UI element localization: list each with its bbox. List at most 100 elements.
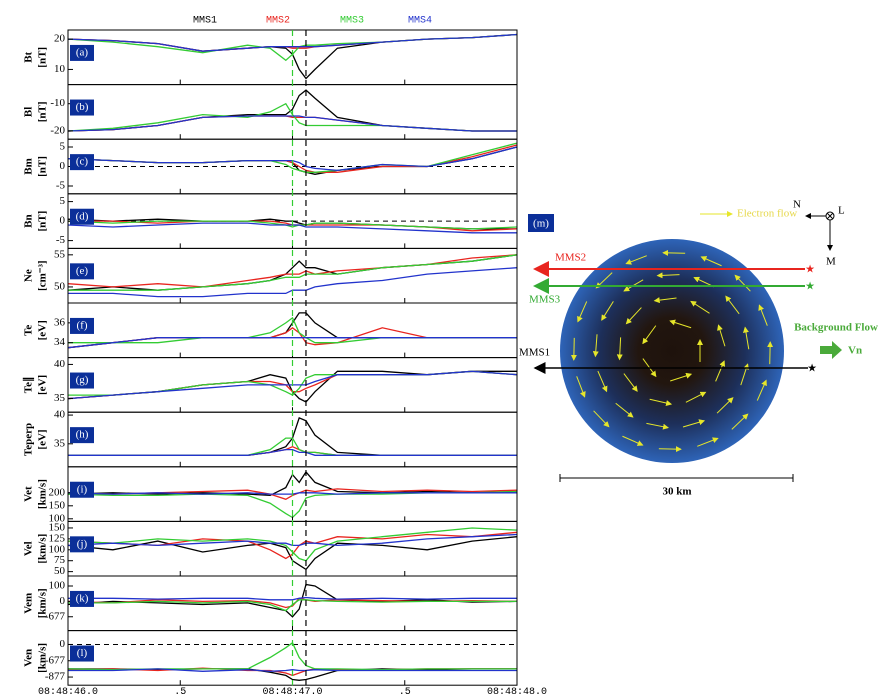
y-axis-label: [km/s] (37, 534, 49, 564)
series-line (67, 337, 517, 349)
panel-label-box (528, 214, 554, 232)
panel-label-box (70, 263, 94, 280)
panel-label-box (70, 645, 94, 662)
series-line (68, 254, 518, 291)
flow-arrow (690, 300, 710, 314)
flow-arrow (725, 295, 740, 315)
y-tick-label: -20 (50, 125, 65, 137)
x-tick-label: 08:48:46.0 (38, 687, 98, 696)
flow-arrow (592, 334, 599, 358)
y-axis-label: Ven (23, 649, 35, 667)
panel-label: (a) (76, 46, 89, 58)
panel-label: (h) (76, 429, 89, 441)
y-tick-label: 150 (49, 521, 66, 533)
panel-label-box (70, 481, 94, 498)
flow-arrow (742, 326, 750, 350)
flow-arrow (653, 297, 677, 304)
y-tick-label: 36 (54, 316, 66, 328)
axis-cross (826, 212, 834, 220)
electron-flow (570, 249, 774, 453)
flow-arrow (716, 397, 734, 414)
flow-arrow (669, 319, 692, 329)
series-line (67, 222, 517, 234)
flow-arrow (625, 307, 642, 325)
flow-arrow (697, 437, 719, 447)
y-tick-label: -5 (56, 234, 66, 246)
flow-arrow (734, 274, 751, 292)
panel-label: (d) (76, 210, 89, 222)
flow-arrow (642, 325, 657, 345)
flow-arrow (715, 360, 725, 382)
flow-arrow (670, 372, 693, 382)
vn: Vn (848, 345, 862, 357)
panel-label: (g) (76, 374, 89, 386)
track-label: MMS2 (555, 252, 586, 264)
star: ★ (805, 264, 815, 276)
y-tick-label: 40 (54, 409, 66, 421)
star: ★ (807, 363, 817, 375)
y-tick-label: 40 (54, 358, 66, 370)
flow-arrow (597, 370, 608, 393)
legend-entry: MMS3 (340, 16, 364, 27)
y-axis-label: [km/s] (37, 588, 49, 618)
y-axis-label: Te∥ (23, 377, 35, 394)
flow-arrow (577, 301, 588, 323)
y-axis-label: [nT] (37, 211, 49, 232)
x-tick-label: 08:48:47.0 (262, 687, 322, 696)
series-line (67, 536, 518, 571)
flow-arrow (616, 337, 623, 361)
series-line (67, 115, 517, 132)
y-tick-label: 5 (60, 195, 66, 207)
y-tick-label: 35 (54, 437, 66, 449)
panel-label-box (70, 536, 94, 553)
y-tick-label: 35 (54, 392, 66, 404)
panel-label-box (70, 317, 94, 334)
axis-label: M (826, 256, 836, 268)
panel-label: (m) (533, 218, 549, 230)
y-tick-label: 50 (54, 280, 66, 292)
flow-arrow (731, 413, 749, 430)
legend-entry: MMS1 (193, 16, 217, 27)
flux-rope (560, 239, 784, 463)
flow-arrow (646, 422, 669, 430)
series-line (68, 448, 517, 456)
series-line (67, 641, 517, 671)
y-axis-label: [nT] (37, 156, 49, 177)
star: ★ (805, 281, 815, 293)
panel-label-box (70, 590, 94, 607)
flow-arrow (625, 255, 647, 265)
x-tick-label: .5 (174, 687, 186, 696)
y-tick-label: 100 (49, 512, 66, 524)
track-label: MMS3 (529, 294, 561, 306)
y-axis-label: Vel (23, 541, 35, 556)
y-tick-label: 20 (54, 33, 66, 45)
y-tick-label: 200 (49, 486, 66, 498)
flow-arrow (758, 304, 768, 326)
y-axis-label: [nT] (37, 102, 49, 123)
series-line (67, 220, 518, 230)
y-axis-label: [nT] (37, 47, 49, 68)
series-line (67, 142, 518, 173)
series-line (67, 490, 518, 519)
series-line (67, 146, 518, 172)
y-tick-label: -877 (45, 671, 66, 683)
flow-arrow (685, 391, 707, 403)
panel-label: (c) (76, 156, 89, 168)
flow-arrow (820, 341, 842, 359)
series-line (67, 370, 518, 400)
series-line (67, 492, 517, 495)
series-line (68, 596, 517, 601)
legend-entry: MMS2 (266, 16, 290, 27)
y-tick-label: 0 (60, 638, 66, 650)
y-tick-label: 0 (60, 595, 66, 607)
x-tick-label: .5 (399, 687, 411, 696)
y-axis-label: [km/s] (37, 479, 49, 509)
panel-label: (b) (76, 101, 89, 113)
y-axis-label: Te (23, 325, 35, 336)
panel-label-box (70, 372, 94, 389)
y-axis-label: Bm (23, 158, 35, 175)
flow-legend: Electron flow (737, 208, 797, 220)
panel-label-box (70, 44, 94, 61)
panel-label: (j) (77, 538, 88, 550)
